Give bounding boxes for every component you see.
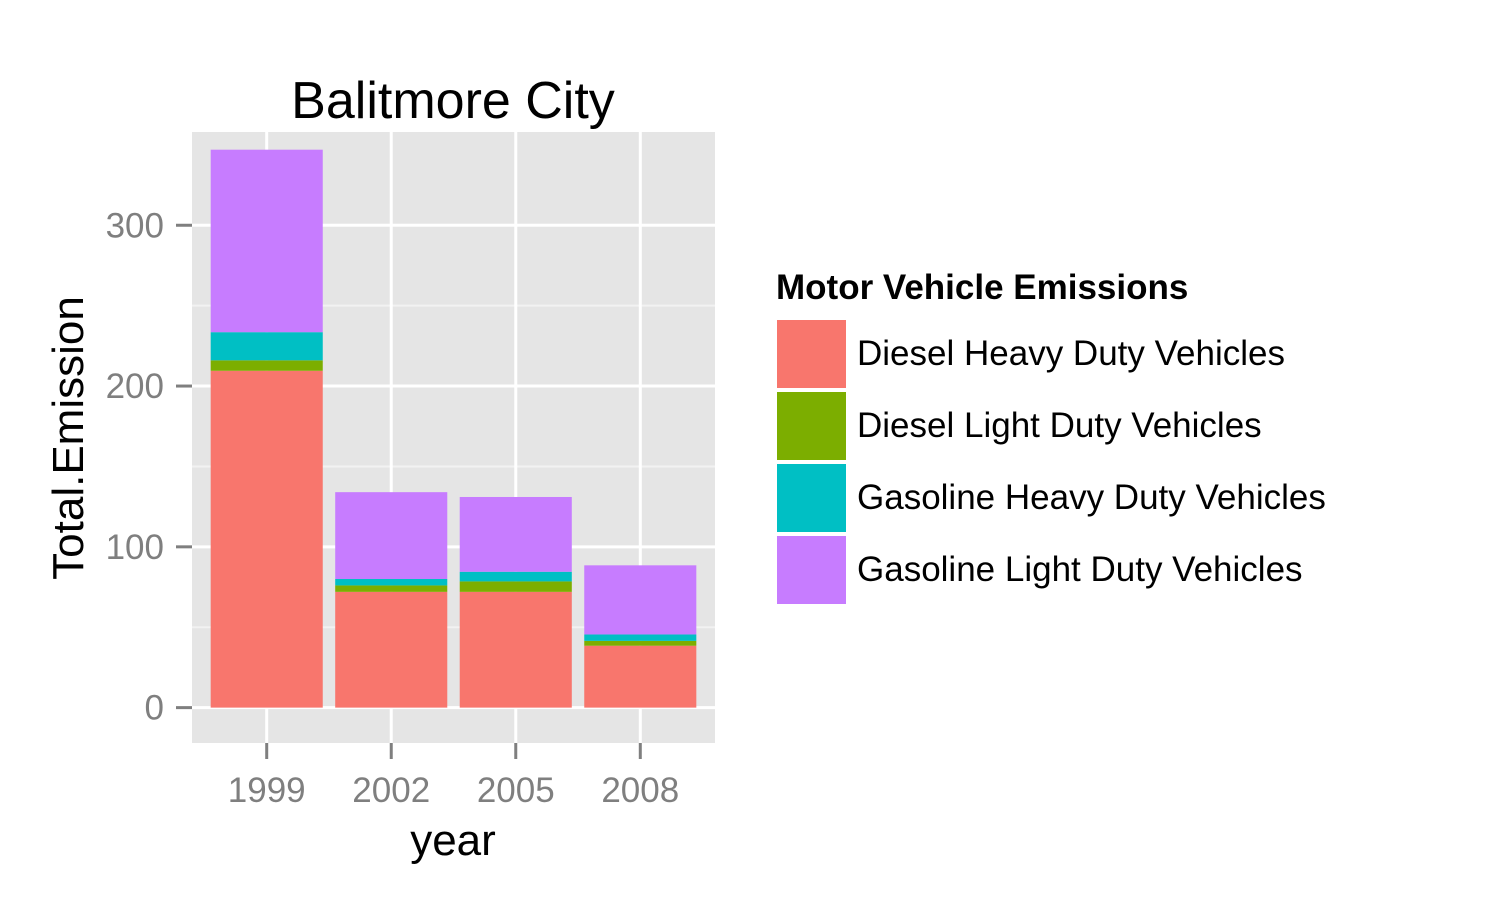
bar-segment — [210, 149, 323, 333]
bar-segment — [584, 565, 697, 635]
x-tick-label: 2002 — [352, 771, 430, 810]
x-axis-label: year — [410, 816, 496, 865]
bar-segment — [584, 634, 697, 641]
bar-segment — [459, 571, 572, 582]
bar-segment — [335, 591, 448, 708]
legend-item: Gasoline Light Duty Vehicles — [776, 534, 1326, 606]
y-tick-label: 200 — [106, 367, 164, 406]
y-axis: 0 100 200 300 — [106, 206, 192, 728]
y-tick-label: 300 — [106, 206, 164, 245]
bar-segment — [459, 496, 572, 572]
legend-label: Gasoline Light Duty Vehicles — [857, 550, 1303, 589]
legend-label: Diesel Heavy Duty Vehicles — [857, 334, 1285, 373]
bar-segment — [210, 360, 323, 371]
legend: Motor Vehicle Emissions Diesel Heavy Dut… — [776, 268, 1326, 606]
legend-swatch — [776, 319, 847, 389]
bar-segment — [210, 332, 323, 361]
bar-segment — [335, 492, 448, 579]
legend-swatch — [776, 463, 847, 533]
y-tick-label: 0 — [145, 689, 164, 728]
x-tick-label: 2005 — [477, 771, 555, 810]
bar-segment — [459, 591, 572, 708]
legend-label: Gasoline Heavy Duty Vehicles — [857, 478, 1326, 517]
bar-segment — [210, 370, 323, 708]
x-tick-label: 2008 — [601, 771, 679, 810]
legend-item: Diesel Heavy Duty Vehicles — [776, 318, 1326, 390]
legend-label: Diesel Light Duty Vehicles — [857, 406, 1262, 445]
x-axis: 1999 2002 2005 2008 — [228, 743, 679, 810]
bar-segment — [584, 640, 697, 646]
y-tick-label: 100 — [106, 528, 164, 567]
chart-title: Balitmore City — [291, 72, 615, 130]
bar-segment — [335, 585, 448, 592]
legend-title: Motor Vehicle Emissions — [776, 268, 1189, 307]
legend-swatch — [776, 535, 847, 605]
bar-segment — [584, 645, 697, 708]
legend-item: Diesel Light Duty Vehicles — [776, 390, 1326, 462]
bar-segment — [459, 581, 572, 592]
y-axis-label: Total.Emission — [44, 296, 93, 580]
bar-segment — [335, 578, 448, 586]
bars-group — [210, 149, 697, 708]
legend-items: Diesel Heavy Duty Vehicles Diesel Light D… — [776, 318, 1326, 606]
x-tick-label: 1999 — [228, 771, 306, 810]
legend-item: Gasoline Heavy Duty Vehicles — [776, 462, 1326, 534]
legend-swatch — [776, 391, 847, 461]
